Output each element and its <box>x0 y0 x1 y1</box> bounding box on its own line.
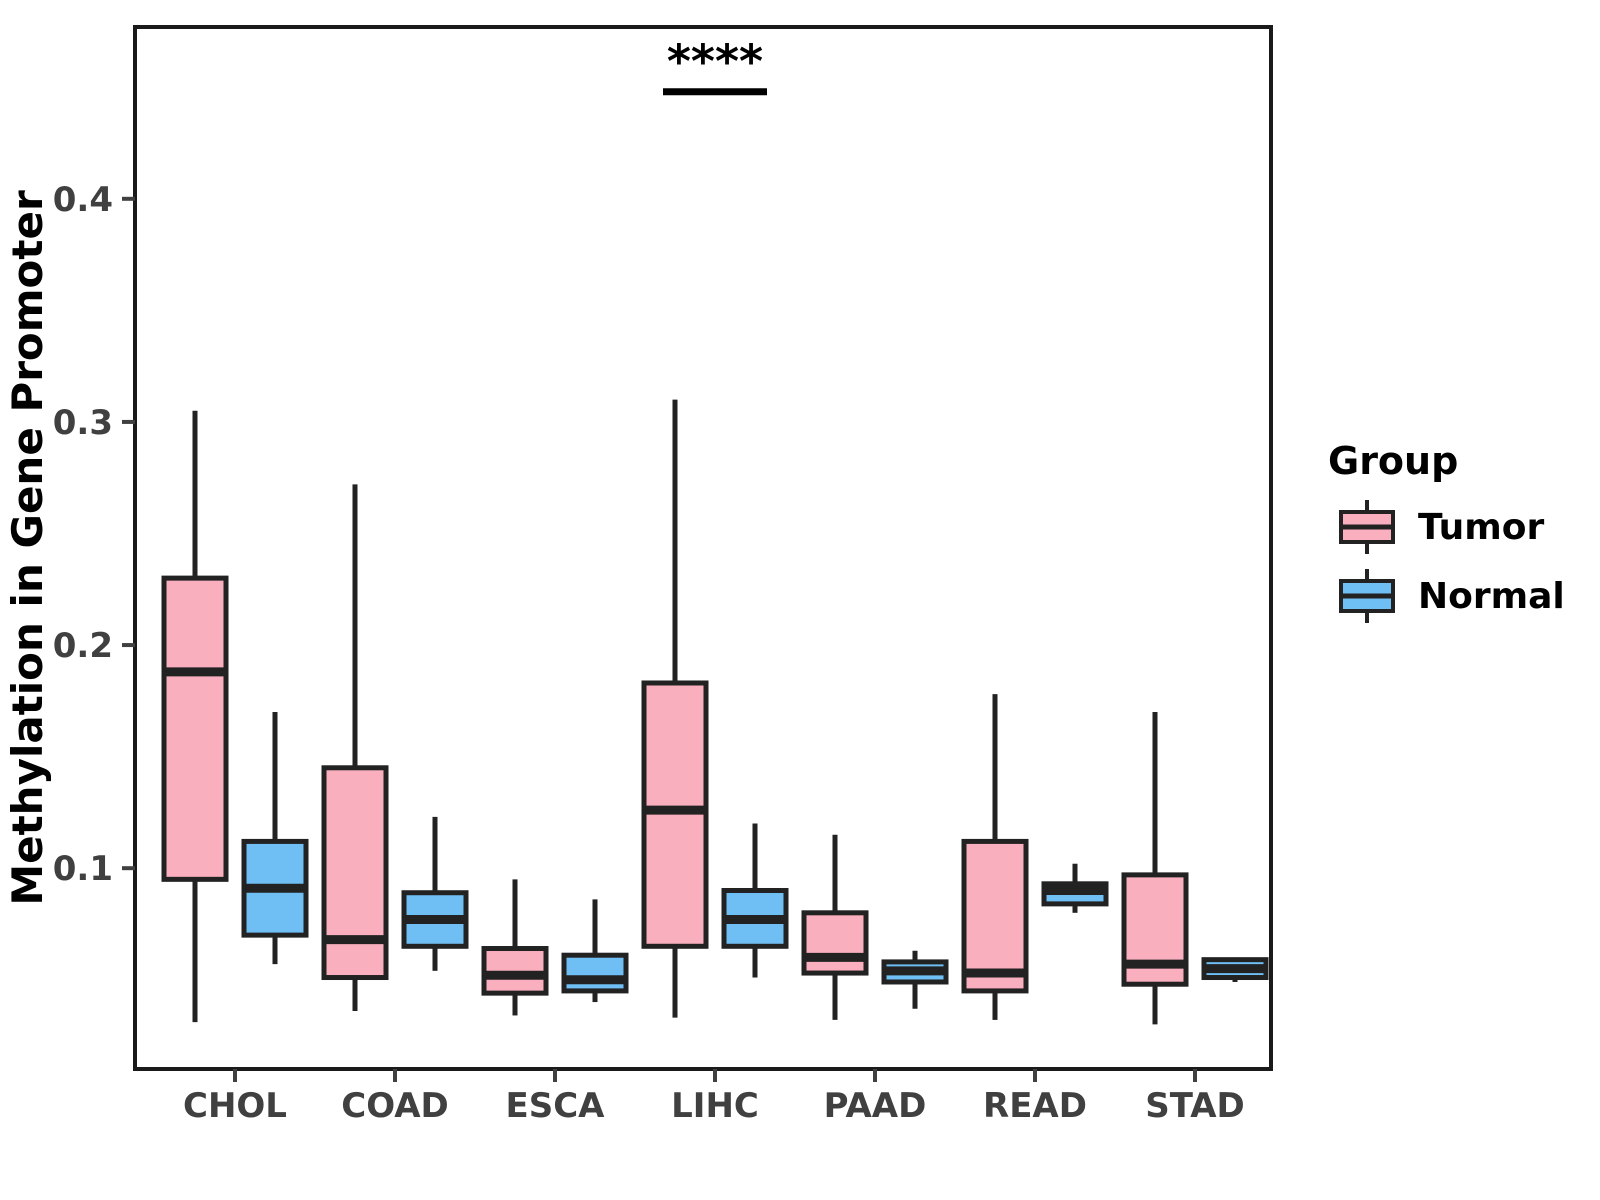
normal-box-esca <box>561 952 629 994</box>
significance-stars: **** <box>667 35 763 89</box>
tumor-box-chol <box>161 575 229 882</box>
x-axis-category-label: STAD <box>1145 1086 1245 1126</box>
x-axis-category-label: CHOL <box>183 1086 287 1126</box>
y-axis-tick-label: 0.3 <box>53 403 113 443</box>
tumor-box-coad <box>321 765 389 981</box>
panel-border <box>133 25 1273 1071</box>
tumor-box-read <box>961 838 1029 994</box>
y-axis-tick-label: 0.4 <box>53 180 113 220</box>
y-axis-tick-label: 0.1 <box>53 849 113 889</box>
x-axis-category-label: ESCA <box>506 1086 606 1126</box>
x-axis-category-label: LIHC <box>671 1086 759 1126</box>
legend-label-tumor: Tumor <box>1418 507 1544 548</box>
legend-label-normal: Normal <box>1418 576 1565 617</box>
x-axis-category-label: PAAD <box>824 1086 927 1126</box>
x-axis-category-label: COAD <box>341 1086 448 1126</box>
tumor-box-paad <box>801 910 869 976</box>
legend-title: Group <box>1328 439 1458 483</box>
y-axis-tick-label: 0.2 <box>53 626 113 666</box>
y-axis-title: Methylation in Gene Promoter <box>3 190 52 906</box>
x-axis-category-label: READ <box>983 1086 1087 1126</box>
